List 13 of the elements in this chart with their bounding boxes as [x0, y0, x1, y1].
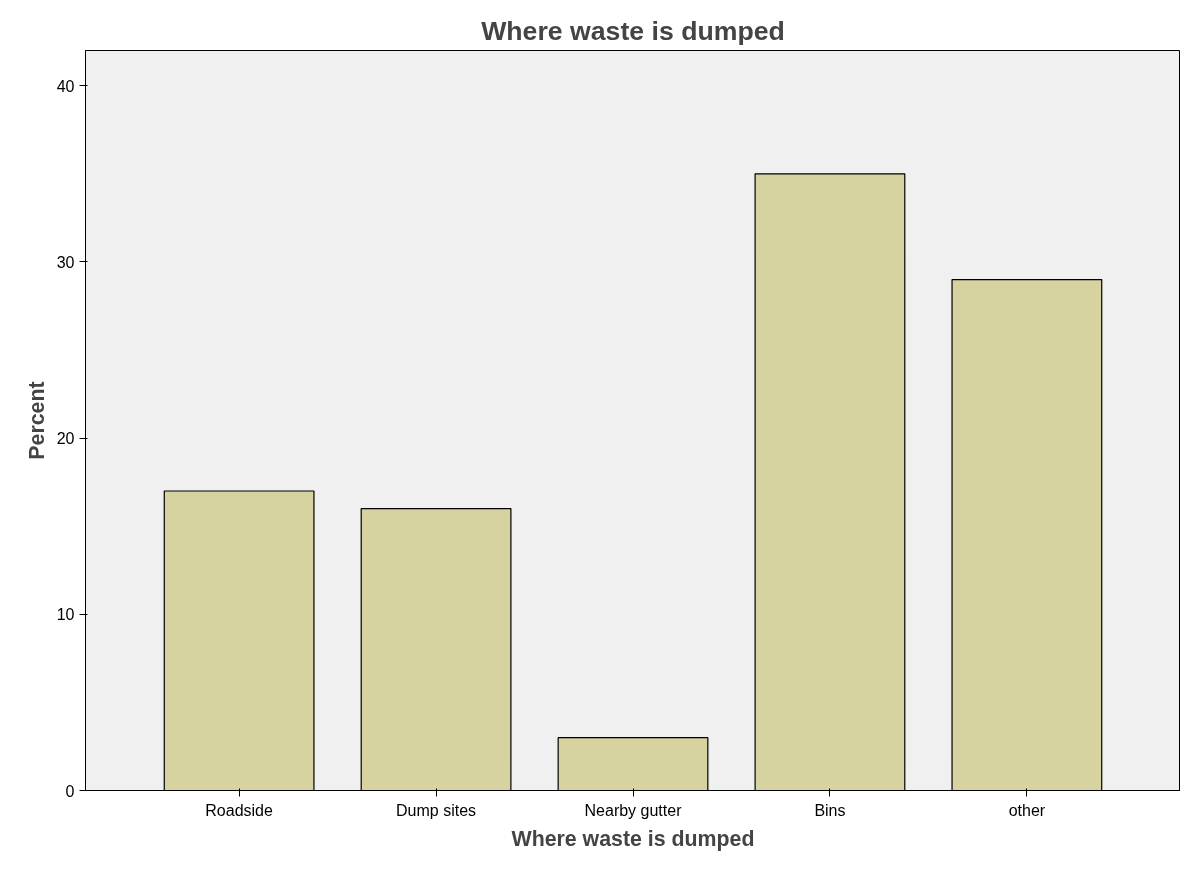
x-axis-title: Where waste is dumped — [511, 826, 755, 851]
x-tick-label: Roadside — [205, 801, 274, 819]
x-tick-label: Dump sites — [396, 801, 477, 819]
y-axis-title: Percent — [24, 381, 49, 460]
y-tick-label: 40 — [56, 77, 75, 95]
y-tick-label: 30 — [56, 253, 75, 271]
y-tick-label: 20 — [56, 430, 75, 448]
chart-title: Where waste is dumped — [481, 15, 785, 46]
x-tick-label: other — [1008, 801, 1046, 819]
x-tick-label: Bins — [814, 801, 846, 819]
x-tick-label: Nearby gutter — [584, 801, 683, 819]
y-tick-label: 10 — [56, 606, 75, 624]
y-tick-label: 0 — [65, 782, 75, 800]
